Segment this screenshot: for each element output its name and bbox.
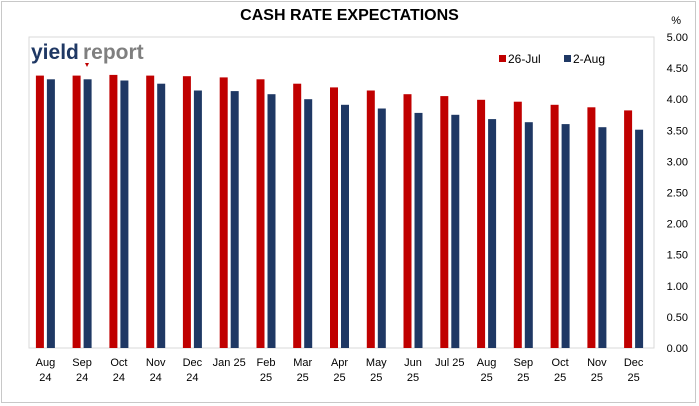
bars-group	[35, 74, 644, 349]
x-tick-label-9-line0: May	[366, 357, 387, 369]
bar-2-aug-10	[414, 112, 423, 349]
y-tick-label-8: 4.00	[667, 94, 688, 106]
x-tick-label-10-line0: Jun	[404, 357, 422, 369]
bar-2-aug-11	[451, 114, 460, 349]
bar-26-jul-11	[440, 96, 449, 348]
bar-26-jul-10	[403, 94, 412, 348]
x-tick-label-10-line1: 25	[407, 372, 419, 384]
bar-26-jul-15	[587, 107, 596, 348]
bar-2-aug-6	[267, 94, 276, 348]
bar-2-aug-13	[524, 122, 533, 348]
x-tick-label-2-line1: 24	[113, 372, 125, 384]
y-unit-label: %	[671, 15, 681, 27]
x-tick-label-16-line0: Dec	[624, 357, 644, 369]
bar-26-jul-7	[293, 83, 302, 348]
bar-2-aug-7	[304, 99, 313, 348]
x-tick-label-0-line0: Aug	[36, 357, 56, 369]
legend-label-1: 2-Aug	[573, 52, 605, 66]
bar-26-jul-6	[256, 79, 265, 349]
x-tick-label-7-line0: Mar	[293, 357, 312, 369]
y-tick-label-5: 2.50	[667, 188, 688, 200]
logo-part-report: report	[83, 41, 144, 64]
bar-2-aug-8	[341, 104, 349, 348]
bar-2-aug-3	[157, 83, 166, 348]
x-tick-label-3-line1: 24	[150, 372, 162, 384]
x-tick-label-15-line1: 25	[591, 372, 603, 384]
x-tick-label-15-line0: Nov	[587, 357, 607, 369]
x-tick-label-13-line1: 25	[517, 372, 529, 384]
logo-marker-icon	[85, 63, 89, 67]
y-axis: 0.00 0.50 1.00 1.50 2.00 2.50 3.00 3.50 4.00 4.50…	[667, 15, 688, 355]
x-tick-label-8-line1: 25	[333, 372, 345, 384]
x-tick-label-6-line0: Feb	[257, 357, 276, 369]
x-tick-label-4-line0: Dec	[183, 357, 203, 369]
bar-2-aug-1	[83, 79, 92, 349]
x-tick-label-6-line1: 25	[260, 372, 272, 384]
y-tick-label-3: 1.50	[667, 250, 688, 262]
legend-swatch-1	[564, 55, 571, 62]
logo-part-yield: yield	[31, 41, 79, 64]
x-tick-label-3-line0: Nov	[146, 357, 166, 369]
x-tick-label-2-line0: Oct	[110, 357, 127, 369]
y-tick-label-0: 0.00	[667, 343, 688, 355]
x-tick-label-12-line0: Aug	[477, 357, 497, 369]
bar-26-jul-13	[513, 101, 522, 348]
bar-26-jul-5	[219, 77, 228, 349]
bar-2-aug-16	[635, 129, 644, 348]
x-tick-label-9-line1: 25	[370, 372, 382, 384]
bar-2-aug-4	[193, 90, 202, 348]
bar-26-jul-2	[109, 74, 118, 349]
x-tick-label-14-line1: 25	[554, 372, 566, 384]
x-tick-label-7-line1: 25	[297, 372, 309, 384]
x-tick-label-1-line1: 24	[76, 372, 88, 384]
x-axis: Aug 24 Sep 24 Oct 24 Nov 24 Dec 24 Jan 25 Feb 25 Mar 2…	[36, 357, 644, 384]
y-tick-label-6: 3.00	[667, 156, 688, 168]
bar-26-jul-14	[550, 104, 559, 348]
bar-2-aug-5	[230, 91, 239, 348]
x-tick-label-1-line0: Sep	[72, 357, 92, 369]
y-tick-label-1: 0.50	[667, 312, 688, 324]
bar-26-jul-1	[72, 75, 81, 348]
bar-2-aug-0	[46, 79, 55, 349]
bar-26-jul-16	[624, 110, 633, 349]
bar-26-jul-12	[477, 99, 486, 348]
bar-2-aug-12	[488, 119, 497, 348]
y-tick-label-2: 1.00	[667, 281, 688, 293]
y-tick-label-9: 4.50	[667, 63, 688, 75]
bar-2-aug-2	[120, 80, 129, 348]
legend-label-0: 26-Jul	[508, 52, 541, 66]
legend-swatch-0	[499, 55, 506, 62]
yieldreport-logo: yield report	[31, 41, 144, 67]
bar-2-aug-14	[561, 124, 570, 348]
bar-26-jul-3	[146, 75, 155, 348]
bar-26-jul-9	[366, 90, 375, 348]
bar-2-aug-9	[377, 108, 386, 348]
bar-26-jul-0	[35, 75, 44, 348]
x-tick-label-11: Jul 25	[435, 357, 464, 369]
x-tick-label-12-line1: 25	[480, 372, 492, 384]
y-tick-label-7: 3.50	[667, 125, 688, 137]
x-tick-label-0-line1: 24	[39, 372, 51, 384]
bar-2-aug-15	[598, 127, 607, 348]
x-tick-label-16-line1: 25	[627, 372, 639, 384]
x-tick-label-8-line0: Apr	[331, 357, 348, 369]
chart-title: CASH RATE EXPECTATIONS	[240, 7, 459, 24]
bar-26-jul-8	[330, 87, 338, 349]
bar-26-jul-4	[182, 76, 191, 348]
x-tick-label-13-line0: Sep	[514, 357, 534, 369]
y-tick-label-10: 5.00	[667, 32, 688, 44]
x-tick-label-4-line1: 24	[186, 372, 198, 384]
legend: 26-Jul 2-Aug	[499, 52, 605, 66]
x-tick-label-5: Jan 25	[213, 357, 246, 369]
y-tick-label-4: 2.00	[667, 219, 688, 231]
x-tick-label-14-line0: Oct	[552, 357, 569, 369]
